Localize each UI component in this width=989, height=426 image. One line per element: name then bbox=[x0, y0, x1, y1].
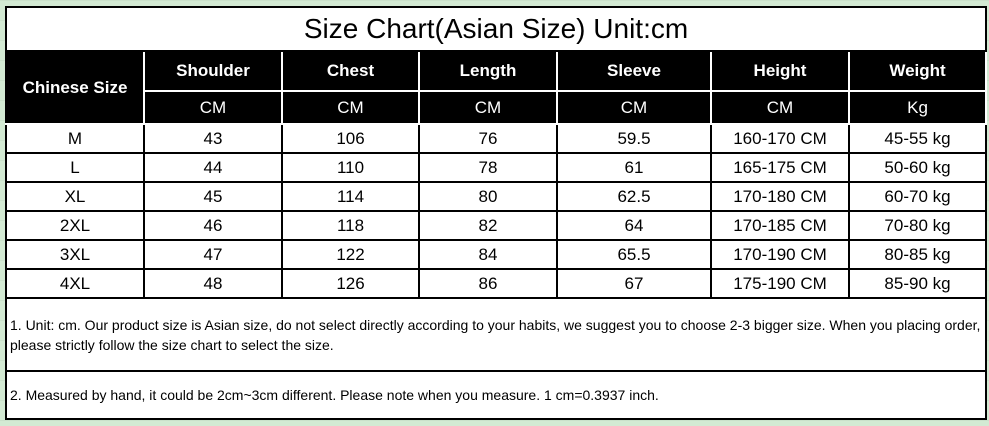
table-cell: 82 bbox=[418, 210, 558, 241]
header-sleeve: Sleeve bbox=[556, 50, 712, 92]
table-cell: 70-80 kg bbox=[847, 210, 988, 241]
table-cell: 114 bbox=[281, 181, 420, 212]
table-cell: 65.5 bbox=[556, 239, 712, 270]
table-cell: 175-190 CM bbox=[710, 268, 850, 299]
header-chest: Chest bbox=[281, 50, 420, 92]
table-cell: 170-185 CM bbox=[710, 210, 850, 241]
chart-title: Size Chart(Asian Size) Unit:cm bbox=[4, 6, 988, 52]
table-cell: 126 bbox=[281, 268, 420, 299]
table-row: 3XL 47 122 84 65.5 170-190 CM 80-85 kg bbox=[5, 239, 988, 270]
table-cell: 48 bbox=[143, 268, 283, 299]
table-cell: 86 bbox=[418, 268, 558, 299]
header-unit: CM bbox=[710, 90, 850, 125]
table-cell: 59.5 bbox=[556, 123, 712, 154]
table-cell: 44 bbox=[143, 152, 283, 183]
header-unit: Kg bbox=[847, 90, 988, 125]
table-cell: 45-55 kg bbox=[847, 123, 988, 154]
header-unit: CM bbox=[143, 90, 283, 125]
table-cell: 80 bbox=[418, 181, 558, 212]
header-shoulder: Shoulder bbox=[143, 50, 283, 92]
table-cell: 60-70 kg bbox=[847, 181, 988, 212]
table-cell: M bbox=[5, 123, 145, 154]
table-cell: 160-170 CM bbox=[710, 123, 850, 154]
header-height: Height bbox=[710, 50, 850, 92]
table-cell: 106 bbox=[281, 123, 420, 154]
table-cell: 3XL bbox=[5, 239, 145, 270]
table-cell: 47 bbox=[143, 239, 283, 270]
table-cell: 165-175 CM bbox=[710, 152, 850, 183]
table-cell: 62.5 bbox=[556, 181, 712, 212]
table-cell: 64 bbox=[556, 210, 712, 241]
table-row: XL 45 114 80 62.5 170-180 CM 60-70 kg bbox=[5, 181, 988, 212]
table-row: L 44 110 78 61 165-175 CM 50-60 kg bbox=[5, 152, 988, 183]
table-cell: 76 bbox=[418, 123, 558, 154]
size-chart-table: Size Chart(Asian Size) Unit:cm Chinese S… bbox=[4, 6, 988, 420]
header-weight: Weight bbox=[847, 50, 988, 92]
table-cell: L bbox=[5, 152, 145, 183]
table-cell: 118 bbox=[281, 210, 420, 241]
table-row: 2XL 46 118 82 64 170-185 CM 70-80 kg bbox=[5, 210, 988, 241]
table-cell: 46 bbox=[143, 210, 283, 241]
header-length: Length bbox=[418, 50, 558, 92]
table-cell: 170-180 CM bbox=[710, 181, 850, 212]
header-unit: CM bbox=[281, 90, 420, 125]
header-unit: CM bbox=[418, 90, 558, 125]
table-cell: 45 bbox=[143, 181, 283, 212]
note-2: 2. Measured by hand, it could be 2cm~3cm… bbox=[4, 370, 988, 420]
table-cell: 80-85 kg bbox=[847, 239, 988, 270]
table-cell: 43 bbox=[143, 123, 283, 154]
table-cell: 84 bbox=[418, 239, 558, 270]
note-1: 1. Unit: cm. Our product size is Asian s… bbox=[4, 297, 988, 372]
table-cell: 61 bbox=[556, 152, 712, 183]
table-cell: 50-60 kg bbox=[847, 152, 988, 183]
table-cell: 4XL bbox=[5, 268, 145, 299]
table-row: 4XL 48 126 86 67 175-190 CM 85-90 kg bbox=[5, 268, 988, 299]
header-chinese-size: Chinese Size bbox=[5, 50, 145, 125]
table-cell: 67 bbox=[556, 268, 712, 299]
table-cell: XL bbox=[5, 181, 145, 212]
header-unit: CM bbox=[556, 90, 712, 125]
table-cell: 110 bbox=[281, 152, 420, 183]
table-row: M 43 106 76 59.5 160-170 CM 45-55 kg bbox=[5, 123, 988, 154]
table-cell: 170-190 CM bbox=[710, 239, 850, 270]
table-cell: 85-90 kg bbox=[847, 268, 988, 299]
table-cell: 78 bbox=[418, 152, 558, 183]
table-cell: 2XL bbox=[5, 210, 145, 241]
table-cell: 122 bbox=[281, 239, 420, 270]
